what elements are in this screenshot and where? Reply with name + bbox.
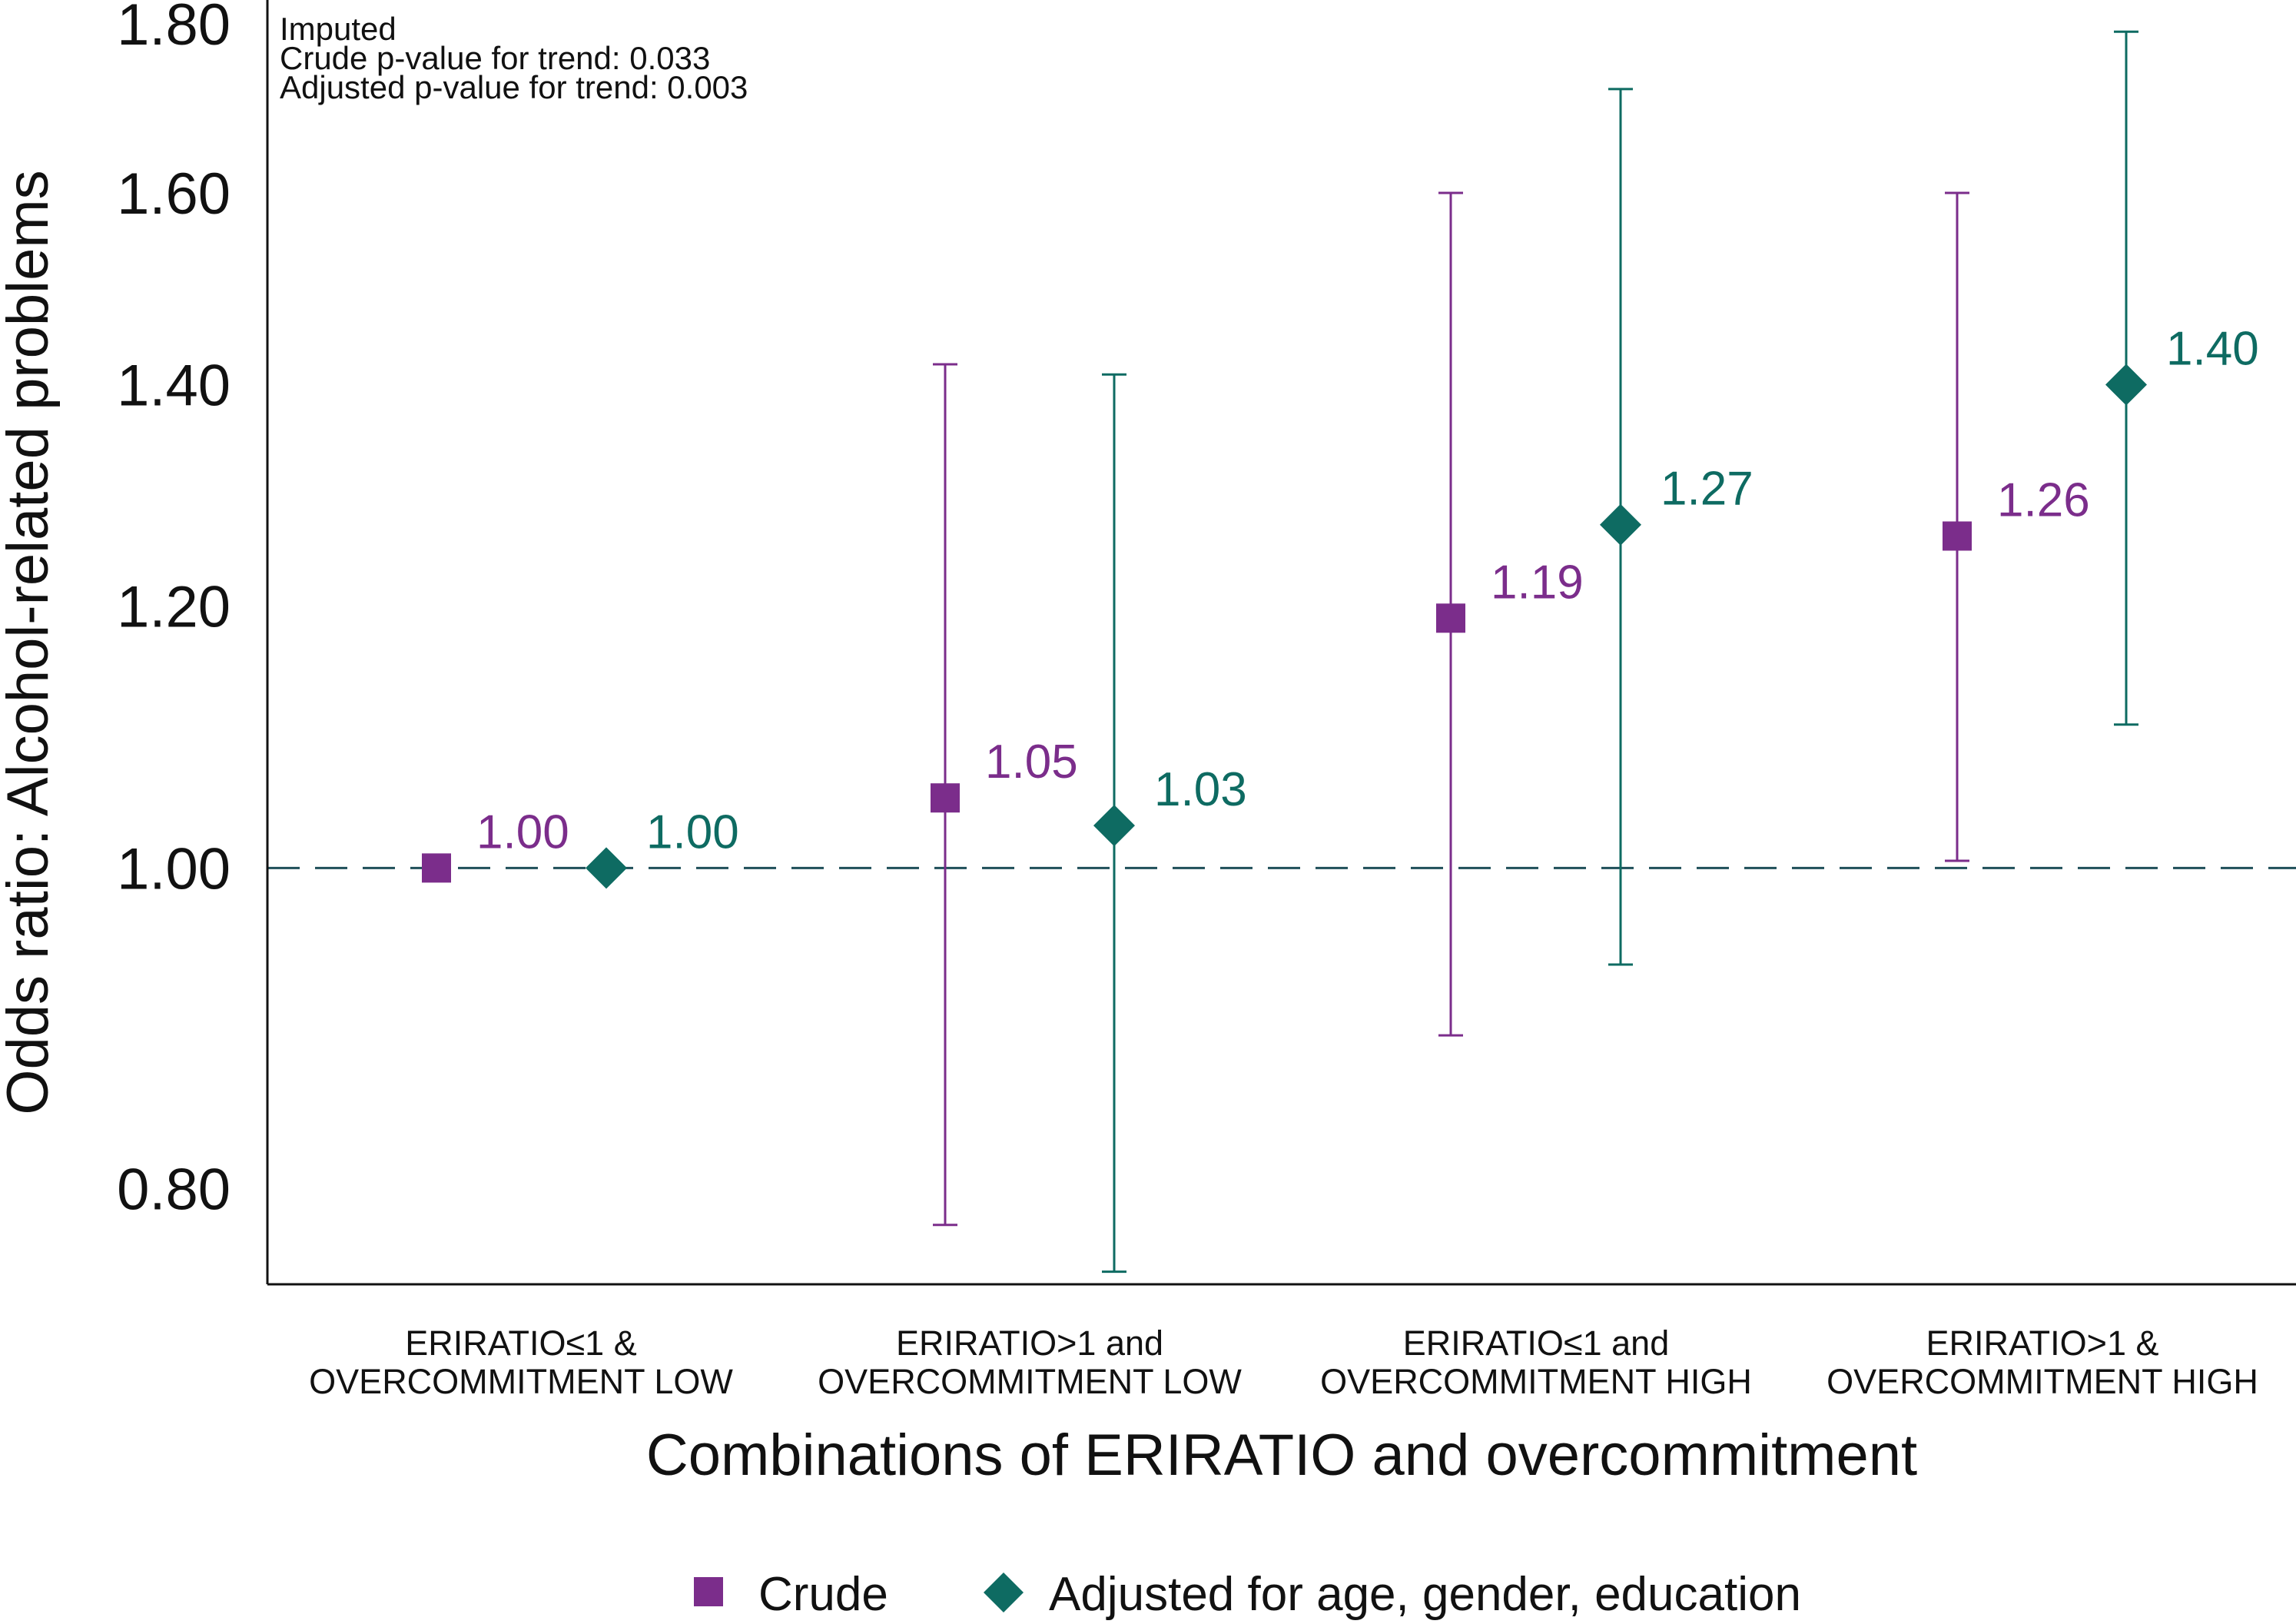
crude-value-label-1: 1.00 [476, 805, 569, 858]
category-label-2-line-2: OVERCOMMITMENT LOW [818, 1362, 1242, 1401]
adjusted-point-2 [1093, 805, 1135, 847]
adjusted-point-4 [2105, 364, 2147, 406]
y-tick-label-1.40: 1.40 [117, 354, 231, 419]
legend-adjusted-label: Adjusted for age, gender, education [1049, 1568, 1801, 1621]
category-label-3-line-2: OVERCOMMITMENT HIGH [1320, 1362, 1752, 1401]
category-label-4-line-2: OVERCOMMITMENT HIGH [1827, 1362, 2258, 1401]
category-label-1-line-1: ERIRATIO≤1 & [405, 1323, 636, 1363]
legend-crude-marker [694, 1577, 723, 1606]
crude-value-label-3: 1.19 [1491, 556, 1584, 609]
y-tick-label-1.00: 1.00 [117, 836, 231, 902]
crude-point-2 [931, 783, 960, 813]
crude-point-1 [422, 853, 451, 883]
annotation-1: Imputed [280, 11, 396, 47]
crude-value-label-2: 1.05 [985, 736, 1078, 789]
y-tick-label-1.80: 1.80 [117, 0, 231, 58]
crude-point-4 [1943, 521, 1972, 551]
crude-point-3 [1436, 603, 1465, 633]
adjusted-point-3 [1600, 503, 1641, 546]
y-tick-label-0.80: 0.80 [117, 1157, 231, 1222]
legend-adjusted-marker [984, 1573, 1024, 1612]
adjusted-value-label-1: 1.00 [646, 805, 739, 858]
crude-value-label-4: 1.26 [1997, 473, 2090, 526]
adjusted-value-label-4: 1.40 [2166, 323, 2259, 376]
annotation-3: Adjusted p-value for trend: 0.003 [280, 69, 748, 105]
category-label-2-line-1: ERIRATIO>1 and [896, 1323, 1163, 1363]
annotation-2: Crude p-value for trend: 0.033 [280, 40, 710, 76]
y-tick-label-1.60: 1.60 [117, 161, 231, 227]
adjusted-value-label-3: 1.27 [1661, 463, 1754, 516]
category-label-3-line-1: ERIRATIO≤1 and [1403, 1323, 1670, 1363]
category-label-4-line-1: ERIRATIO>1 & [1926, 1323, 2158, 1363]
legend-crude-label: Crude [758, 1568, 888, 1621]
x-axis-title: Combinations of ERIRATIO and overcommitm… [646, 1423, 1917, 1488]
y-tick-label-1.20: 1.20 [117, 575, 231, 640]
adjusted-value-label-2: 1.03 [1154, 763, 1247, 816]
y-axis-title: Odds ratio: Alcohol-related problems [0, 170, 61, 1114]
adjusted-point-1 [586, 847, 627, 889]
category-label-1-line-2: OVERCOMMITMENT LOW [309, 1362, 733, 1401]
